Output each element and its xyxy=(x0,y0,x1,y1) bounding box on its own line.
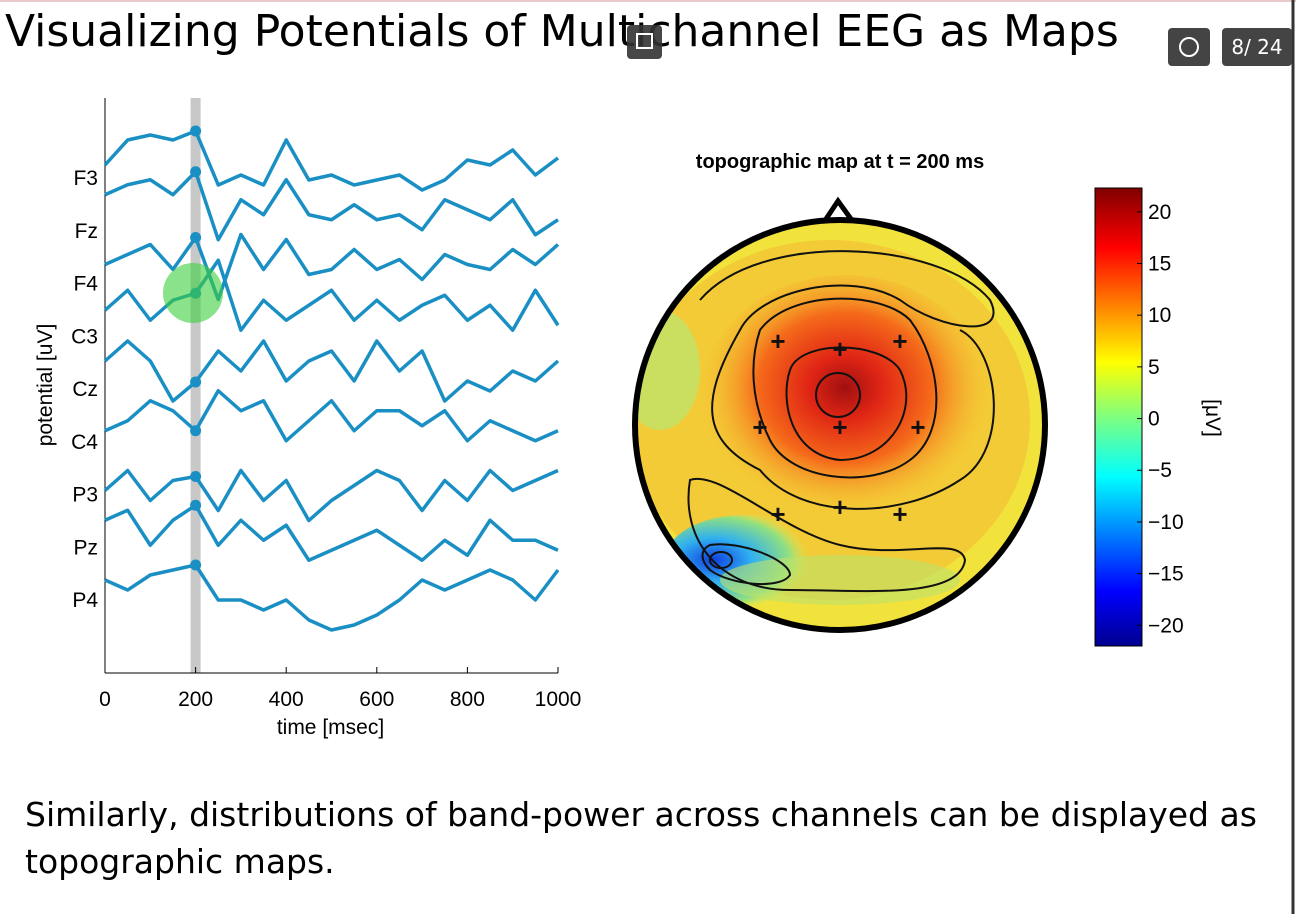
svg-text:+: + xyxy=(892,326,907,356)
svg-text:+: + xyxy=(910,412,925,442)
eeg-trace xyxy=(103,468,559,523)
replay-button[interactable] xyxy=(1168,28,1210,66)
eeg-trace xyxy=(104,232,560,302)
channel-label: F4 xyxy=(73,273,98,296)
slide-title: Visualizing Potentials of Multichannel E… xyxy=(5,6,1119,57)
slide-counter-box xyxy=(1222,28,1292,66)
colorbar xyxy=(1094,187,1143,647)
colorbar-tick-label: 5 xyxy=(1148,356,1160,379)
selection-highlight xyxy=(163,263,223,323)
eeg-trace xyxy=(104,503,559,562)
body-text: Similarly, distributions of band-power a… xyxy=(25,795,1257,881)
slide-counter: 8/ 24 xyxy=(1231,35,1282,59)
channel-label: Cz xyxy=(72,378,98,401)
x-tick-label: 1000 xyxy=(535,688,582,711)
svg-text:+: + xyxy=(832,334,847,364)
colorbar-tick-label: 10 xyxy=(1148,304,1171,327)
eeg-trace xyxy=(104,563,560,632)
replay-icon xyxy=(1179,37,1199,57)
colorbar-tick-label: 0 xyxy=(1148,408,1160,431)
y-axis-label: potential [uV] xyxy=(34,324,57,447)
channel-label: F3 xyxy=(73,167,98,190)
svg-text:+: + xyxy=(752,412,767,442)
colorbar-tick-label: −5 xyxy=(1148,459,1172,482)
body-line: topographic maps. xyxy=(25,842,335,881)
eeg-trace xyxy=(104,389,559,443)
time-marker xyxy=(190,166,202,178)
svg-text:+: + xyxy=(892,499,907,529)
time-marker xyxy=(190,125,202,137)
time-marker xyxy=(190,559,202,571)
x-tick-label: 600 xyxy=(359,688,394,711)
eeg-trace xyxy=(103,339,560,403)
eeg-trace xyxy=(104,170,559,242)
topomap-title: topographic map at t = 200 ms xyxy=(696,151,984,173)
overlay-icon-glyph xyxy=(636,33,653,49)
time-marker xyxy=(190,499,202,511)
eeg-trace xyxy=(103,129,560,192)
x-tick-label: 400 xyxy=(269,688,304,711)
colorbar-tick-label: −20 xyxy=(1148,614,1184,637)
channel-label: C3 xyxy=(71,325,98,348)
time-marker xyxy=(190,376,202,388)
channel-label: Pz xyxy=(73,536,98,559)
colorbar-tick-label: −15 xyxy=(1148,563,1184,586)
body-line: Similarly, distributions of band-power a… xyxy=(25,795,1257,834)
head-outline xyxy=(632,217,1048,633)
x-axis-label: time [msec] xyxy=(277,716,384,739)
topomap-field: + + + + + + + + + xyxy=(637,222,1043,628)
eeg-chart: 0 200 400 600 800 1000 time [msec] potential [u… xyxy=(34,98,581,739)
channel-label: C4 xyxy=(71,431,98,454)
colorbar-tick-label: 15 xyxy=(1148,252,1171,275)
svg-text:+: + xyxy=(770,326,785,356)
svg-text:+: + xyxy=(832,492,847,522)
svg-text:+: + xyxy=(770,499,785,529)
svg-text:+: + xyxy=(832,412,847,442)
colorbar-tick-label: 20 xyxy=(1148,201,1171,224)
x-tick-label: 800 xyxy=(450,688,485,711)
time-marker xyxy=(190,471,202,482)
channel-label: P3 xyxy=(72,484,98,507)
x-tick-label: 200 xyxy=(178,688,213,711)
x-tick-label: 0 xyxy=(99,688,111,711)
colorbar-tick-label: −10 xyxy=(1148,511,1184,534)
overlay-icon[interactable] xyxy=(627,25,662,59)
colorbar-label: [μV] xyxy=(1201,399,1224,437)
channel-label: P4 xyxy=(72,589,98,612)
topomap-chart: + + + + + + + + + topographic map at t = 200 m… xyxy=(632,151,1224,647)
channel-label: Fz xyxy=(75,220,98,243)
time-marker xyxy=(190,425,202,437)
time-marker xyxy=(190,232,202,243)
nose xyxy=(823,196,854,221)
